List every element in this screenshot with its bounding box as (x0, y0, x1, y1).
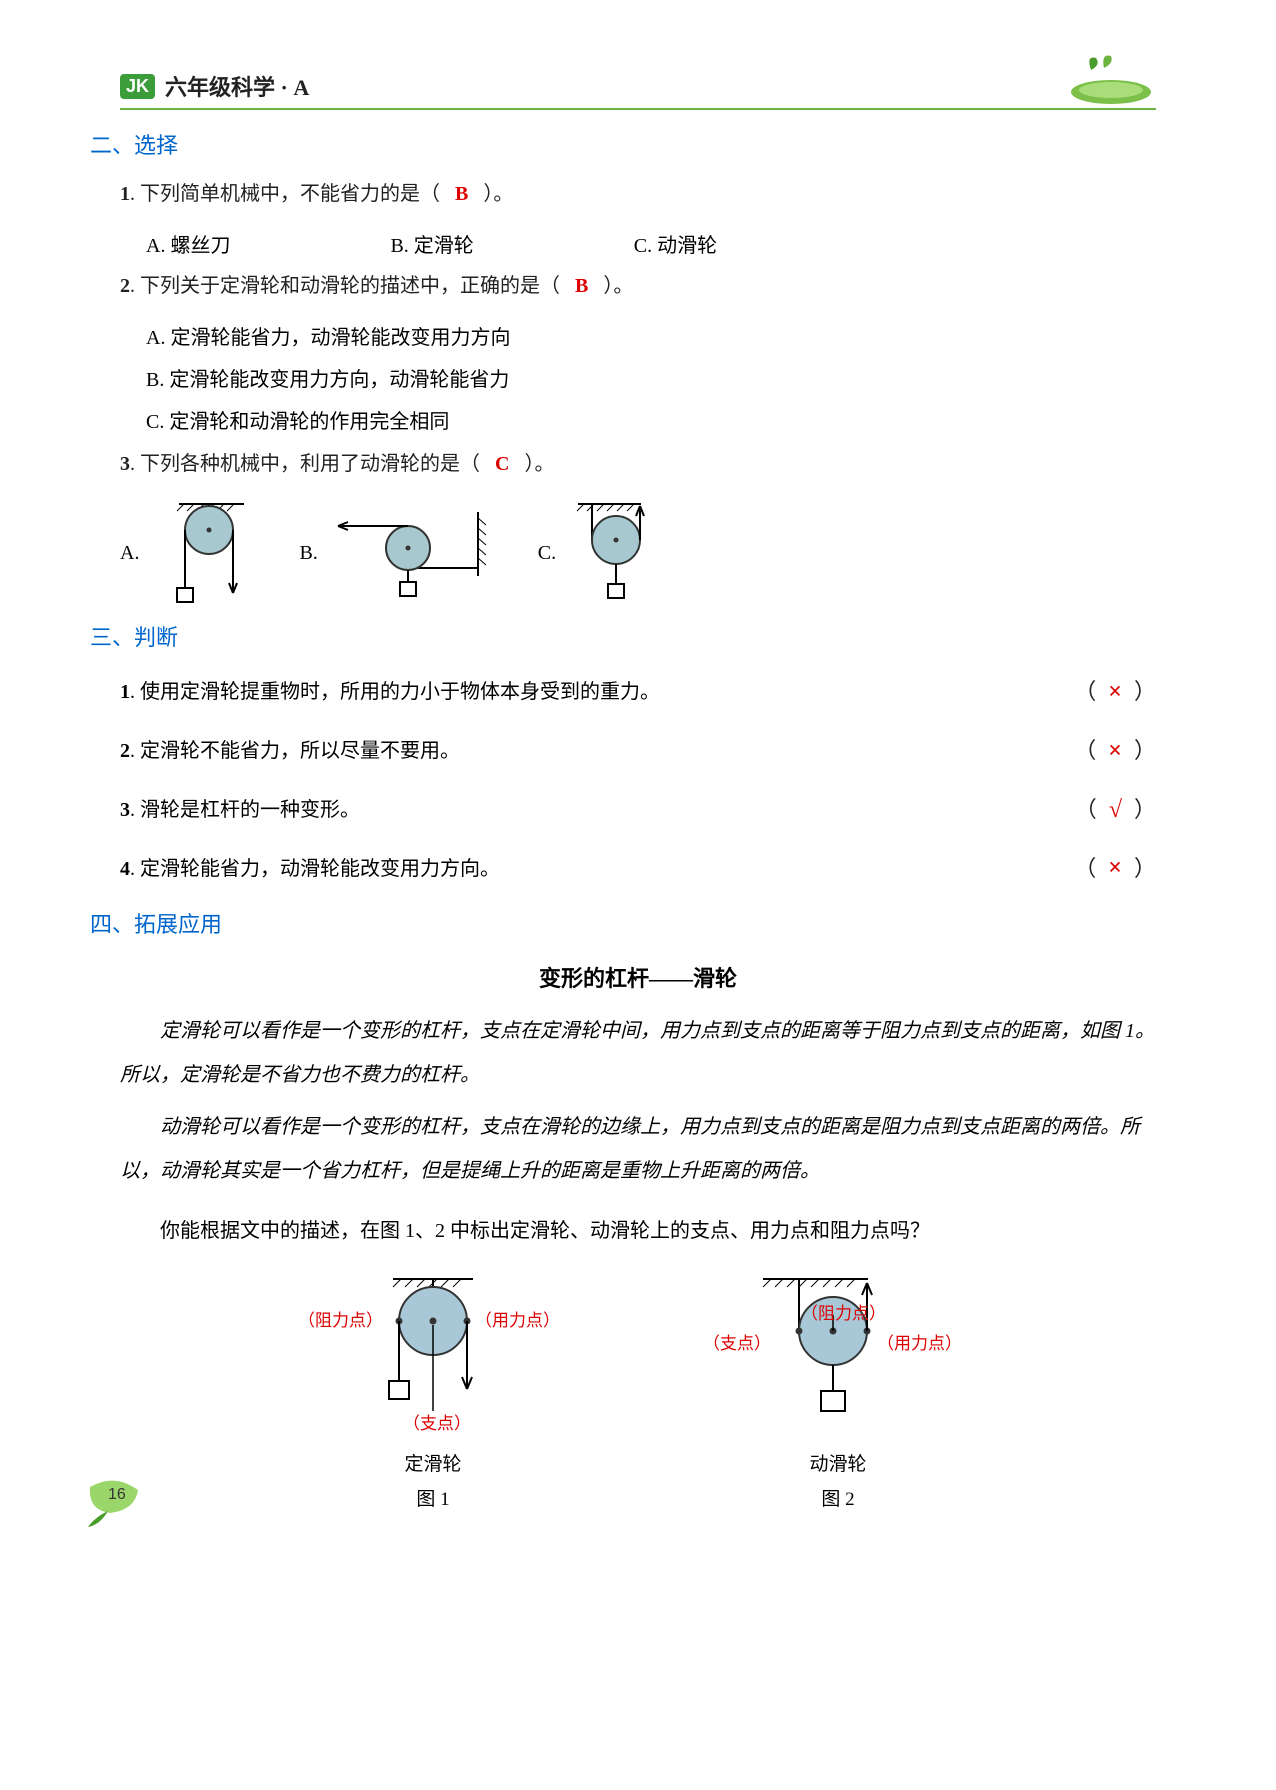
pulley-diagram-c (566, 498, 676, 608)
leaf-decoration-icon (1036, 50, 1156, 110)
movable-pulley-figure: （支点） （阻力点） （用力点） (693, 1271, 983, 1441)
q-close: ）。 (524, 453, 554, 475)
figure-1: （阻力点） （用力点） （支点） 定滑轮 图 1 (293, 1271, 573, 1515)
figure-row: （阻力点） （用力点） （支点） 定滑轮 图 1 (120, 1271, 1156, 1515)
q2-2: 2. 下列关于定滑轮和动滑轮的描述中，正确的是（ B ）。 (120, 266, 1156, 306)
q-num: 2 (120, 275, 130, 297)
pulley-diagram-a (149, 498, 269, 608)
fixed-pulley-figure: （阻力点） （用力点） （支点） (293, 1271, 573, 1441)
svg-text:（用力点）: （用力点） (877, 1334, 962, 1353)
paragraph-1: 定滑轮可以看作是一个变形的杠杆，支点在定滑轮中间，用力点到支点的距离等于阻力点到… (120, 1009, 1156, 1097)
q2-1-options: A. 螺丝刀 B. 定滑轮 C. 动滑轮 (146, 226, 1156, 266)
opt-b: B. 定滑轮 (390, 226, 473, 266)
opt-c-label: C. (538, 542, 556, 565)
svg-text:（支点）: （支点） (403, 1414, 471, 1433)
q-num: 3 (120, 453, 130, 475)
figure-2-number: 图 2 (693, 1485, 983, 1515)
svg-text:16: 16 (108, 1486, 126, 1503)
opt-a: A. 定滑轮能省力，动滑轮能改变用力方向 (146, 318, 1156, 358)
figure-2-name: 动滑轮 (693, 1450, 983, 1480)
q2-3-diagrams: A. B. (120, 498, 1156, 608)
figure-1-number: 图 1 (293, 1485, 573, 1515)
page-header: JK 六年级科学 · A (120, 70, 1156, 110)
judge-item: 3. 滑轮是杠杆的一种变形。 （√） (120, 784, 1156, 837)
q-answer: C (495, 453, 509, 475)
q-answer: B (575, 275, 588, 297)
opt-b-label: B. (299, 542, 317, 565)
opt-c: C. 定滑轮和动滑轮的作用完全相同 (146, 402, 1156, 442)
judge-item: 1. 使用定滑轮提重物时，所用的力小于物体本身受到的重力。 （×） (120, 666, 1156, 719)
q2-3: 3. 下列各种机械中，利用了动滑轮的是（ C ）。 (120, 444, 1156, 484)
paragraph-2: 动滑轮可以看作是一个变形的杠杆，支点在滑轮的边缘上，用力点到支点的距离是阻力点到… (120, 1105, 1156, 1193)
q2-1: 1. 下列简单机械中，不能省力的是（ B ）。 (120, 174, 1156, 214)
q-close: ）。 (603, 275, 633, 297)
judge-list: 1. 使用定滑轮提重物时，所用的力小于物体本身受到的重力。 （×） 2. 定滑轮… (120, 666, 1156, 895)
svg-text:（支点）: （支点） (703, 1334, 771, 1353)
section-3-title: 三、判断 (90, 620, 1156, 652)
page-number-badge: 16 (80, 1475, 150, 1535)
figure-2: （支点） （阻力点） （用力点） 动滑轮 图 2 (693, 1271, 983, 1515)
opt-a-label: A. (120, 542, 139, 565)
judge-item: 4. 定滑轮能省力，动滑轮能改变用力方向。 （×） (120, 842, 1156, 895)
opt-a: A. 螺丝刀 (146, 226, 230, 266)
subsection-title: 变形的杠杆——滑轮 (120, 961, 1156, 993)
jk-badge: JK (120, 74, 155, 99)
header-title: 六年级科学 · A (165, 70, 309, 102)
pulley-diagram-b (328, 506, 508, 601)
q-text: . 下列关于定滑轮和动滑轮的描述中，正确的是（ (130, 275, 560, 297)
q-text: . 下列各种机械中，利用了动滑轮的是（ (130, 453, 480, 475)
section-2-title: 二、选择 (90, 128, 1156, 160)
figure-1-name: 定滑轮 (293, 1450, 573, 1480)
q-num: 1 (120, 183, 130, 205)
section-4-title: 四、拓展应用 (90, 907, 1156, 939)
opt-c: C. 动滑轮 (634, 226, 717, 266)
q2-2-options: A. 定滑轮能省力，动滑轮能改变用力方向 B. 定滑轮能改变用力方向，动滑轮能省… (146, 318, 1156, 442)
q-close: ）。 (483, 183, 513, 205)
judge-item: 2. 定滑轮不能省力，所以尽量不要用。 （×） (120, 725, 1156, 778)
svg-text:（用力点）: （用力点） (475, 1311, 560, 1330)
svg-text:（阻力点）: （阻力点） (801, 1304, 886, 1323)
svg-text:（阻力点）: （阻力点） (298, 1311, 383, 1330)
q-answer: B (455, 183, 468, 205)
paragraph-question: 你能根据文中的描述，在图 1、2 中标出定滑轮、动滑轮上的支点、用力点和阻力点吗… (120, 1209, 1156, 1253)
q-text: . 下列简单机械中，不能省力的是（ (130, 183, 440, 205)
opt-b: B. 定滑轮能改变用力方向，动滑轮能省力 (146, 360, 1156, 400)
